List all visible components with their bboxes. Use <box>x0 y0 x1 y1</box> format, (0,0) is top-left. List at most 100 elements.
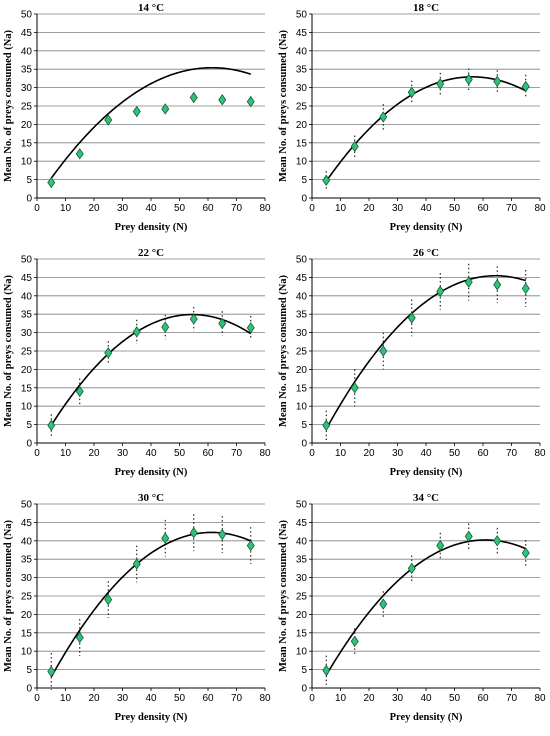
data-point <box>464 530 473 543</box>
fitted-curve <box>50 66 251 179</box>
y-tick-label: 40 <box>21 291 33 302</box>
x-tick-label: 60 <box>202 693 214 704</box>
data-point <box>464 73 473 86</box>
y-axis-label: Mean No. of preys consumed (Na) <box>278 274 289 427</box>
data-point <box>161 321 170 333</box>
y-tick-label: 25 <box>21 102 33 113</box>
chart-title: 18 °C <box>413 2 439 14</box>
x-tick-label: 10 <box>335 203 347 214</box>
x-axis-label: Prey density (N) <box>115 712 188 723</box>
data-point <box>350 140 359 153</box>
y-tick-label: 0 <box>301 194 307 205</box>
chart-svg: 0 5 10 15 20 25 30 35 40 45 50 0 10 20 30 40 50 60 70 80 18 … <box>278 2 546 233</box>
x-tick-label: 80 <box>259 693 271 704</box>
x-tick-label: 0 <box>34 448 40 459</box>
chart-panel-3: 0 5 10 15 20 25 30 35 40 45 50 0 10 20 30 40 50 60 70 80 22 … <box>0 245 275 490</box>
y-tick-label: 45 <box>21 273 33 284</box>
data-point <box>47 176 56 189</box>
data-point <box>322 664 331 677</box>
y-tick-label: 20 <box>21 120 33 131</box>
data-point <box>246 539 255 552</box>
y-tick-label: 40 <box>296 46 308 57</box>
y-tick-label: 15 <box>21 138 33 149</box>
data-point <box>161 532 170 544</box>
x-tick-label: 80 <box>534 693 546 704</box>
data-point <box>493 279 502 291</box>
y-tick-label: 15 <box>296 628 308 639</box>
x-tick-label: 60 <box>477 693 489 704</box>
y-tick-label: 5 <box>301 175 307 186</box>
x-tick-label: 10 <box>335 693 347 704</box>
chart-svg: 0 5 10 15 20 25 30 35 40 45 50 0 10 20 30 40 50 60 70 80 34 … <box>278 492 546 723</box>
y-tick-label: 5 <box>301 420 307 431</box>
data-point <box>47 665 56 678</box>
x-tick-label: 30 <box>117 448 129 459</box>
chart-svg: 0 5 10 15 20 25 30 35 40 45 50 0 10 20 30 40 50 60 70 80 30 … <box>3 492 271 723</box>
fitted-curve <box>325 274 526 430</box>
y-tick-label: 0 <box>26 194 32 205</box>
x-tick-label: 10 <box>60 203 72 214</box>
x-tick-label: 10 <box>60 448 72 459</box>
chart-panel-6: 0 5 10 15 20 25 30 35 40 45 50 0 10 20 30 40 50 60 70 80 34 … <box>275 490 550 735</box>
y-tick-label: 20 <box>296 610 308 621</box>
y-tick-label: 40 <box>21 536 33 547</box>
y-axis-label: Mean No. of preys consumed (Na) <box>3 274 14 427</box>
y-tick-label: 35 <box>21 65 33 76</box>
y-tick-label: 50 <box>296 255 308 266</box>
y-tick-label: 35 <box>296 310 308 321</box>
y-tick-label: 30 <box>296 573 308 584</box>
y-tick-label: 10 <box>296 402 308 413</box>
x-tick-label: 10 <box>60 693 72 704</box>
fitted-curve <box>325 539 527 676</box>
y-tick-label: 0 <box>26 684 32 695</box>
data-point <box>407 312 416 324</box>
y-tick-label: 50 <box>21 255 33 266</box>
x-tick-label: 60 <box>477 448 489 459</box>
y-tick-label: 0 <box>26 439 32 450</box>
y-tick-label: 20 <box>296 365 308 376</box>
data-point <box>521 547 530 559</box>
y-tick-label: 25 <box>296 102 308 113</box>
data-point <box>436 285 445 298</box>
data-point <box>350 382 359 394</box>
x-axis-label: Prey density (N) <box>115 222 188 233</box>
x-tick-label: 70 <box>231 693 243 704</box>
fitted-curve <box>50 531 252 678</box>
y-tick-label: 45 <box>21 518 33 529</box>
y-tick-label: 5 <box>26 665 32 676</box>
y-tick-label: 15 <box>21 628 33 639</box>
y-tick-label: 40 <box>296 536 308 547</box>
y-tick-label: 45 <box>296 518 308 529</box>
x-tick-label: 20 <box>88 693 100 704</box>
x-tick-label: 80 <box>534 203 546 214</box>
x-tick-label: 0 <box>309 448 315 459</box>
chart-title: 26 °C <box>413 247 439 259</box>
data-point <box>75 631 84 644</box>
x-tick-label: 20 <box>363 203 375 214</box>
x-axis-label: Prey density (N) <box>390 712 463 723</box>
fitted-curve <box>325 76 527 182</box>
x-tick-label: 70 <box>231 448 243 459</box>
y-tick-label: 40 <box>296 291 308 302</box>
x-tick-label: 0 <box>309 693 315 704</box>
y-tick-label: 50 <box>21 500 33 511</box>
y-tick-label: 10 <box>21 402 33 413</box>
y-tick-label: 40 <box>21 46 33 57</box>
x-tick-label: 30 <box>392 203 404 214</box>
data-point <box>132 105 141 118</box>
data-point <box>189 91 198 104</box>
y-tick-label: 25 <box>296 347 308 358</box>
y-tick-label: 15 <box>296 383 308 394</box>
x-tick-label: 20 <box>363 448 375 459</box>
data-point <box>350 635 359 647</box>
y-tick-label: 0 <box>301 684 307 695</box>
x-tick-label: 70 <box>231 203 243 214</box>
x-tick-label: 0 <box>34 203 40 214</box>
x-tick-label: 60 <box>477 203 489 214</box>
y-tick-label: 50 <box>21 10 33 21</box>
data-point <box>47 419 56 432</box>
data-point <box>436 78 445 90</box>
data-point <box>75 385 84 398</box>
y-tick-label: 45 <box>296 28 308 39</box>
data-point <box>493 75 502 88</box>
